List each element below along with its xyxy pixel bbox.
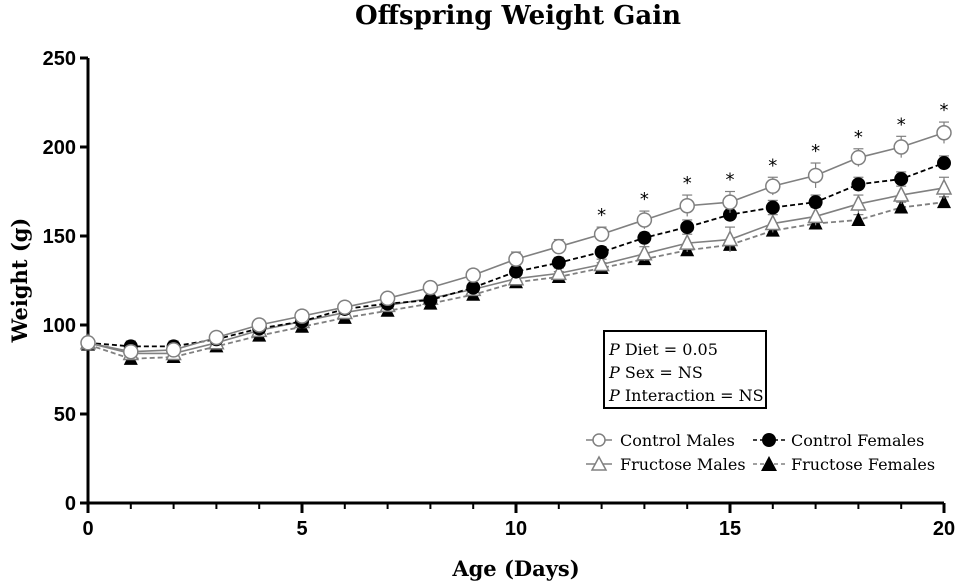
data-point [678, 233, 696, 250]
data-point [80, 335, 96, 351]
data-point [722, 194, 738, 210]
y-axis-label: Weight (g) [7, 218, 32, 344]
data-point [422, 279, 439, 296]
data-point [808, 195, 823, 210]
data-point [593, 226, 610, 242]
data-point [721, 229, 739, 247]
data-point [936, 125, 952, 141]
data-point [679, 197, 695, 214]
data-point [466, 280, 481, 295]
data-point [894, 172, 909, 187]
series-layer [79, 121, 953, 365]
y-tick-label: 0 [65, 493, 76, 515]
x-axis-label: Age (Days) [451, 556, 579, 581]
data-point [551, 238, 567, 255]
y-tick-label: 150 [43, 226, 76, 248]
legend-item-control-females: Control Females [753, 431, 924, 450]
x-tick-label: 5 [296, 518, 307, 540]
data-point [935, 178, 953, 195]
significance-asterisk: * [768, 155, 777, 176]
legend-item-control-males: Control Males [586, 431, 735, 450]
filled-triangle-icon [761, 456, 777, 471]
data-point [893, 139, 909, 155]
significance-asterisk: * [940, 100, 949, 121]
significance-asterisk: * [897, 114, 906, 135]
data-point [894, 199, 909, 214]
significance-asterisk: * [726, 170, 735, 191]
data-point [765, 200, 780, 215]
data-point [850, 149, 867, 166]
legend-label-control-females: Control Females [791, 431, 924, 450]
data-point [636, 212, 653, 228]
data-point [850, 194, 867, 211]
data-point [423, 293, 438, 308]
x-tick-label: 15 [719, 518, 741, 540]
significance-asterisk: * [640, 189, 649, 210]
legend-label-fructose-males: Fructose Males [620, 455, 746, 474]
data-point [680, 220, 695, 235]
filled-circle-icon [762, 433, 776, 447]
significance-asterisk: * [597, 205, 606, 226]
y-tick-label: 250 [43, 48, 76, 70]
chart-title: Offspring Weight Gain [355, 1, 681, 31]
y-tick-label: 100 [43, 315, 76, 337]
data-point [937, 156, 951, 171]
significance-asterisk: * [683, 173, 692, 194]
data-point [892, 185, 910, 202]
significance-markers: * * * * * * * * * [597, 100, 948, 226]
stats-box: P Diet = 0.05 P Sex = NS P Interaction =… [603, 330, 767, 409]
data-point [807, 167, 824, 184]
data-point [594, 245, 609, 260]
legend-item-fructose-males: Fructose Males [586, 455, 746, 474]
data-point [550, 263, 568, 281]
data-point [851, 211, 866, 226]
data-point [551, 255, 566, 270]
data-point [509, 264, 523, 279]
series-control-males [80, 121, 952, 360]
data-point [764, 213, 782, 231]
x-tick-label: 20 [933, 518, 955, 540]
stats-line-interaction: P Interaction = NS [608, 386, 764, 405]
data-point [508, 251, 524, 267]
series-line [87, 162, 945, 348]
data-point [937, 194, 951, 209]
x-tick-label: 0 [82, 518, 93, 540]
data-point [637, 230, 652, 245]
data-point [723, 207, 737, 222]
data-point [593, 254, 610, 272]
stats-line-diet: P Diet = 0.05 [608, 340, 718, 359]
data-point [251, 317, 267, 333]
data-point [851, 177, 866, 192]
data-point [636, 244, 653, 261]
data-point [294, 308, 310, 324]
data-point [337, 299, 353, 315]
x-ticks: 0 5 10 15 20 [82, 503, 955, 540]
legend-item-fructose-females: Fructose Females [753, 455, 935, 474]
data-point [165, 342, 182, 358]
x-tick-label: 10 [505, 518, 527, 540]
stats-line-sex: P Sex = NS [608, 363, 703, 382]
significance-asterisk: * [854, 127, 863, 148]
data-point [807, 206, 824, 224]
data-point [123, 343, 139, 360]
series-line [87, 201, 945, 360]
stats-box-frame [603, 330, 767, 409]
y-tick-label: 50 [54, 404, 76, 426]
legend-label-fructose-females: Fructose Females [791, 455, 935, 474]
legend: Control Males Control Females Fructose M… [586, 431, 935, 474]
y-ticks: 0 50 100 150 200 250 [43, 48, 88, 515]
significance-asterisk: * [811, 141, 820, 162]
legend-label-control-males: Control Males [620, 431, 735, 450]
data-point [765, 178, 781, 194]
data-point [379, 290, 396, 307]
data-point [208, 329, 225, 346]
data-point [465, 267, 481, 283]
open-circle-icon [592, 433, 606, 447]
y-tick-label: 200 [43, 137, 76, 159]
open-triangle-icon [590, 455, 608, 471]
